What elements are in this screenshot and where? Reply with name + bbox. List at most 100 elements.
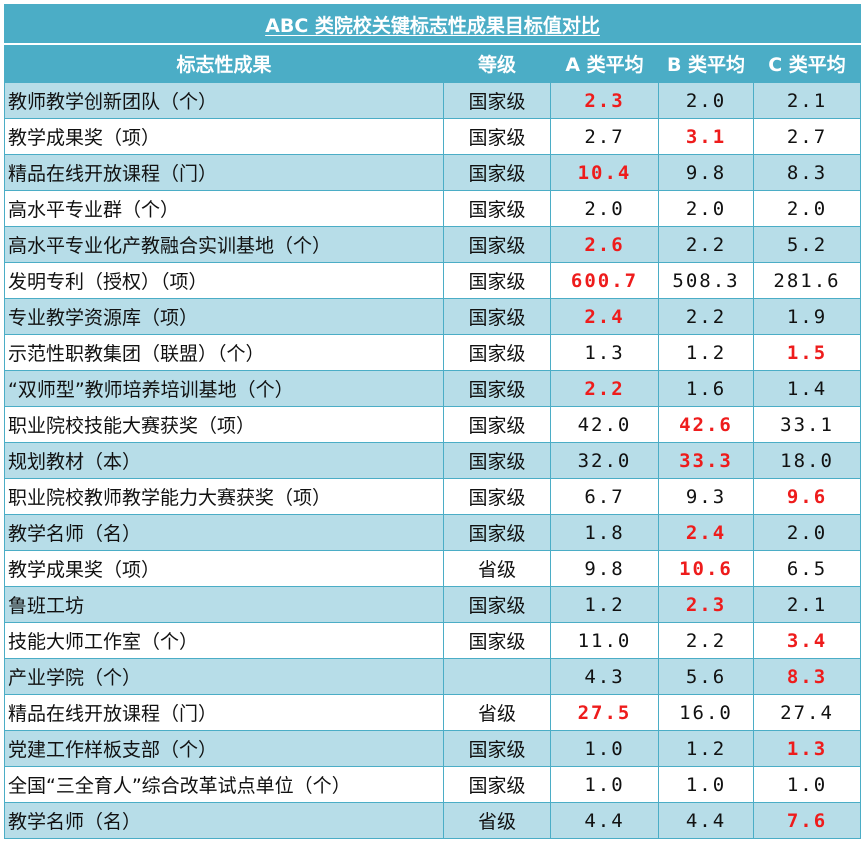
level-cell: 省级 xyxy=(443,550,551,587)
table-row: 高水平专业化产教融合实训基地（个） 国家级 2.6 2.2 5.2 xyxy=(4,226,862,263)
b-avg-cell: 33.3 xyxy=(658,442,754,479)
level-cell: 省级 xyxy=(443,802,551,839)
c-avg-cell: 281.6 xyxy=(752,262,862,299)
table-row: 技能大师工作室（个） 国家级 11.0 2.2 3.4 xyxy=(4,622,862,659)
level-cell: 国家级 xyxy=(443,478,551,515)
table-row: 高水平专业群（个） 国家级 2.0 2.0 2.0 xyxy=(4,190,862,227)
a-avg-cell: 1.0 xyxy=(550,730,659,767)
table-row: 全国“三全育人”综合改革试点单位（个） 国家级 1.0 1.0 1.0 xyxy=(4,766,862,803)
c-avg-cell: 2.7 xyxy=(752,118,862,155)
achievement-cell: 精品在线开放课程（门） xyxy=(4,154,444,191)
a-avg-cell: 4.4 xyxy=(550,802,659,839)
level-cell xyxy=(443,658,551,695)
c-avg-cell: 1.0 xyxy=(752,766,862,803)
a-avg-cell: 1.0 xyxy=(550,766,659,803)
c-avg-cell: 1.9 xyxy=(752,298,862,335)
c-avg-cell: 6.5 xyxy=(752,550,862,587)
header-c-avg: C 类平均 xyxy=(752,43,862,83)
c-avg-cell: 1.4 xyxy=(752,370,862,407)
table-row: 发明专利（授权）（项） 国家级 600.7 508.3 281.6 xyxy=(4,262,862,299)
a-avg-cell: 2.2 xyxy=(550,370,659,407)
a-avg-cell: 1.3 xyxy=(550,334,659,371)
comparison-table: ABC 类院校关键标志性成果目标值对比 标志性成果 等级 A 类平均 B 类平均… xyxy=(3,4,862,839)
table-row: 教学成果奖（项） 省级 9.8 10.6 6.5 xyxy=(4,550,862,587)
b-avg-cell: 9.3 xyxy=(658,478,754,515)
a-avg-cell: 27.5 xyxy=(550,694,659,731)
b-avg-cell: 1.2 xyxy=(658,334,754,371)
table-row: 精品在线开放课程（门） 省级 27.5 16.0 27.4 xyxy=(4,694,862,731)
c-avg-cell: 7.6 xyxy=(752,802,862,839)
table-row: 规划教材（本） 国家级 32.0 33.3 18.0 xyxy=(4,442,862,479)
achievement-cell: 教学成果奖（项） xyxy=(4,550,444,587)
c-avg-cell: 33.1 xyxy=(752,406,862,443)
a-avg-cell: 600.7 xyxy=(550,262,659,299)
b-avg-cell: 5.6 xyxy=(658,658,754,695)
c-avg-cell: 18.0 xyxy=(752,442,862,479)
a-avg-cell: 2.7 xyxy=(550,118,659,155)
achievement-cell: 精品在线开放课程（门） xyxy=(4,694,444,731)
level-cell: 国家级 xyxy=(443,298,551,335)
b-avg-cell: 9.8 xyxy=(658,154,754,191)
b-avg-cell: 42.6 xyxy=(658,406,754,443)
achievement-cell: 产业学院（个） xyxy=(4,658,444,695)
header-row: 标志性成果 等级 A 类平均 B 类平均 C 类平均 xyxy=(4,43,862,83)
table-row: 产业学院（个） 4.3 5.6 8.3 xyxy=(4,658,862,695)
table-row: 示范性职教集团（联盟）（个） 国家级 1.3 1.2 1.5 xyxy=(4,334,862,371)
b-avg-cell: 508.3 xyxy=(658,262,754,299)
a-avg-cell: 1.2 xyxy=(550,586,659,623)
b-avg-cell: 2.2 xyxy=(658,622,754,659)
level-cell: 国家级 xyxy=(443,370,551,407)
c-avg-cell: 9.6 xyxy=(752,478,862,515)
c-avg-cell: 8.3 xyxy=(752,154,862,191)
a-avg-cell: 2.3 xyxy=(550,82,659,119)
a-avg-cell: 1.8 xyxy=(550,514,659,551)
b-avg-cell: 1.2 xyxy=(658,730,754,767)
b-avg-cell: 1.6 xyxy=(658,370,754,407)
level-cell: 国家级 xyxy=(443,442,551,479)
level-cell: 国家级 xyxy=(443,766,551,803)
b-avg-cell: 2.2 xyxy=(658,226,754,263)
achievement-cell: 高水平专业化产教融合实训基地（个） xyxy=(4,226,444,263)
c-avg-cell: 1.5 xyxy=(752,334,862,371)
table-row: 教学名师（名） 国家级 1.8 2.4 2.0 xyxy=(4,514,862,551)
achievement-cell: 全国“三全育人”综合改革试点单位（个） xyxy=(4,766,444,803)
level-cell: 国家级 xyxy=(443,334,551,371)
table-row: 党建工作样板支部（个） 国家级 1.0 1.2 1.3 xyxy=(4,730,862,767)
header-level: 等级 xyxy=(443,43,551,83)
level-cell: 国家级 xyxy=(443,514,551,551)
achievement-cell: 教学名师（名） xyxy=(4,802,444,839)
a-avg-cell: 6.7 xyxy=(550,478,659,515)
a-avg-cell: 2.0 xyxy=(550,190,659,227)
level-cell: 国家级 xyxy=(443,730,551,767)
a-avg-cell: 2.6 xyxy=(550,226,659,263)
level-cell: 国家级 xyxy=(443,262,551,299)
level-cell: 国家级 xyxy=(443,190,551,227)
c-avg-cell: 2.0 xyxy=(752,514,862,551)
b-avg-cell: 2.2 xyxy=(658,298,754,335)
level-cell: 国家级 xyxy=(443,226,551,263)
level-cell: 省级 xyxy=(443,694,551,731)
achievement-cell: 示范性职教集团（联盟）（个） xyxy=(4,334,444,371)
achievement-cell: “双师型”教师培养培训基地（个） xyxy=(4,370,444,407)
table-row: 精品在线开放课程（门） 国家级 10.4 9.8 8.3 xyxy=(4,154,862,191)
b-avg-cell: 2.0 xyxy=(658,82,754,119)
c-avg-cell: 1.3 xyxy=(752,730,862,767)
table-title-text: ABC 类院校关键标志性成果目标值对比 xyxy=(265,14,600,37)
achievement-cell: 发明专利（授权）（项） xyxy=(4,262,444,299)
level-cell: 国家级 xyxy=(443,586,551,623)
c-avg-cell: 8.3 xyxy=(752,658,862,695)
table-row: 职业院校教师教学能力大赛获奖（项） 国家级 6.7 9.3 9.6 xyxy=(4,478,862,515)
table-row: 鲁班工坊 国家级 1.2 2.3 2.1 xyxy=(4,586,862,623)
c-avg-cell: 2.1 xyxy=(752,586,862,623)
c-avg-cell: 2.1 xyxy=(752,82,862,119)
level-cell: 国家级 xyxy=(443,154,551,191)
a-avg-cell: 11.0 xyxy=(550,622,659,659)
achievement-cell: 党建工作样板支部（个） xyxy=(4,730,444,767)
b-avg-cell: 1.0 xyxy=(658,766,754,803)
achievement-cell: 高水平专业群（个） xyxy=(4,190,444,227)
achievement-cell: 教学成果奖（项） xyxy=(4,118,444,155)
b-avg-cell: 16.0 xyxy=(658,694,754,731)
a-avg-cell: 9.8 xyxy=(550,550,659,587)
table-row: 专业教学资源库（项） 国家级 2.4 2.2 1.9 xyxy=(4,298,862,335)
b-avg-cell: 2.3 xyxy=(658,586,754,623)
